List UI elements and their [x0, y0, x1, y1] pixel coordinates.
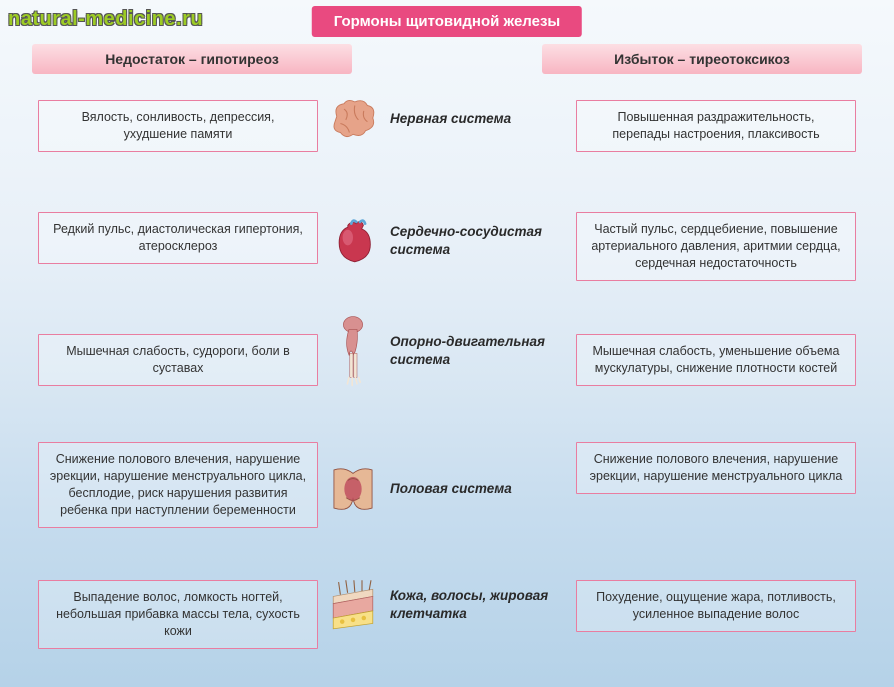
brain-icon — [326, 92, 380, 146]
deficit-box: Снижение полового влечения, нарушение эр… — [38, 442, 318, 528]
deficit-box: Выпадение волос, ломкость ногтей, неболь… — [38, 580, 318, 649]
rows-container: Вялость, сонливость, депрессия, ухудшени… — [0, 82, 894, 680]
system-label: Опорно-двигательная система — [390, 333, 570, 368]
system-center: Половая система — [326, 462, 570, 516]
watermark-text: natural-medicine.ru — [8, 8, 203, 31]
system-row: Вялость, сонливость, депрессия, ухудшени… — [0, 82, 894, 190]
arm-icon — [326, 324, 380, 378]
deficit-box: Мышечная слабость, судороги, боли в суст… — [38, 334, 318, 386]
pelvis-icon — [326, 462, 380, 516]
system-center: Сердечно-сосудистая система — [326, 214, 570, 268]
system-row: Редкий пульс, диастолическая гипертония,… — [0, 190, 894, 308]
system-row: Мышечная слабость, судороги, боли в суст… — [0, 308, 894, 426]
heart-icon — [326, 214, 380, 268]
column-header-deficit: Недостаток – гипотиреоз — [32, 44, 352, 74]
skin-icon — [326, 578, 380, 632]
excess-box: Похудение, ощущение жара, потливость, ус… — [576, 580, 856, 632]
page-title: Гормоны щитовидной железы — [312, 6, 582, 37]
system-label: Нервная система — [390, 110, 511, 128]
system-center: Нервная система — [326, 92, 570, 146]
excess-box: Мышечная слабость, уменьшение объема мус… — [576, 334, 856, 386]
deficit-box: Вялость, сонливость, депрессия, ухудшени… — [38, 100, 318, 152]
column-header-excess: Избыток – тиреотоксикоз — [542, 44, 862, 74]
deficit-box: Редкий пульс, диастолическая гипертония,… — [38, 212, 318, 264]
system-center: Кожа, волосы, жировая клетчатка — [326, 578, 570, 632]
system-label: Половая система — [390, 480, 512, 498]
excess-box: Снижение полового влечения, нарушение эр… — [576, 442, 856, 494]
excess-box: Частый пульс, сердцебиение, повышение ар… — [576, 212, 856, 281]
system-label: Сердечно-сосудистая система — [390, 223, 570, 258]
system-row: Выпадение волос, ломкость ногтей, неболь… — [0, 560, 894, 680]
excess-box: Повышенная раздражительность, перепады н… — [576, 100, 856, 152]
system-row: Снижение полового влечения, нарушение эр… — [0, 426, 894, 560]
system-center: Опорно-двигательная система — [326, 324, 570, 378]
system-label: Кожа, волосы, жировая клетчатка — [390, 587, 570, 622]
